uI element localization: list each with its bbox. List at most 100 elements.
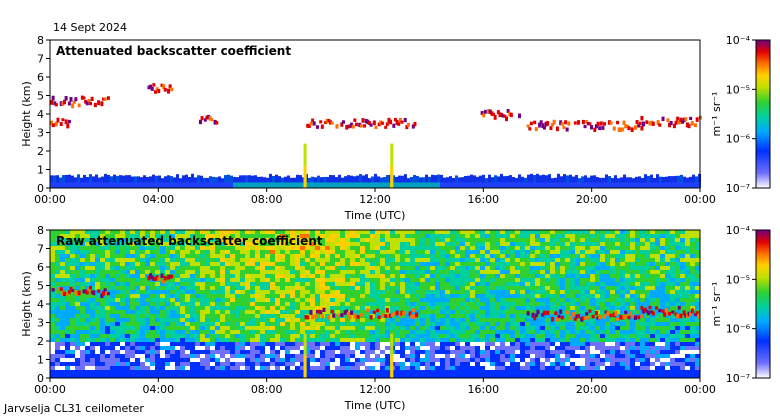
noise-cell: [430, 274, 435, 278]
noise-cell: [135, 262, 140, 266]
noise-cell: [570, 234, 575, 238]
noise-cell: [175, 298, 180, 302]
noise-cell: [430, 282, 435, 286]
noise-cell: [130, 358, 135, 362]
noise-cell: [180, 294, 185, 298]
noise-cell: [260, 278, 265, 282]
noise-cell: [185, 254, 190, 258]
noise-cell: [295, 286, 300, 290]
noise-cell: [225, 354, 230, 358]
noise-cell: [390, 262, 395, 266]
noise-cell: [190, 362, 195, 366]
noise-cell: [120, 294, 125, 298]
noise-cell: [250, 230, 255, 234]
noise-cell: [50, 262, 55, 266]
noise-cell: [240, 322, 245, 326]
noise-cell: [570, 306, 575, 310]
noise-cell: [425, 334, 430, 338]
noise-cell: [330, 266, 335, 270]
noise-cell: [605, 234, 610, 238]
noise-cell: [145, 334, 150, 338]
noise-cell: [350, 314, 355, 318]
cloud-cell: [573, 121, 577, 125]
noise-cell: [330, 290, 335, 294]
noise-cell: [165, 242, 170, 246]
noise-cell: [120, 250, 125, 254]
noise-cell: [240, 258, 245, 262]
noise-cell: [425, 314, 430, 318]
surface-cell: [173, 182, 176, 188]
noise-cell: [165, 322, 170, 326]
noise-cell: [50, 334, 55, 338]
noise-cell: [200, 362, 205, 366]
noise-cell: [380, 310, 385, 314]
noise-cell: [135, 350, 140, 354]
noise-cell: [575, 286, 580, 290]
noise-cell: [95, 318, 100, 322]
noise-cell: [215, 330, 220, 334]
noise-cell: [80, 346, 85, 350]
noise-cell: [450, 350, 455, 354]
noise-cell: [260, 238, 265, 242]
noise-cell: [145, 358, 150, 362]
noise-cell: [230, 282, 235, 286]
surface-cell: [119, 182, 122, 188]
noise-cell: [435, 286, 440, 290]
noise-cell: [185, 262, 190, 266]
boundary-layer-cell: [455, 175, 458, 188]
noise-cell: [360, 250, 365, 254]
noise-cell: [520, 326, 525, 330]
noise-cell: [200, 354, 205, 358]
noise-cell: [265, 346, 270, 350]
noise-cell: [165, 258, 170, 262]
noise-cell: [620, 350, 625, 354]
noise-cell: [540, 366, 545, 370]
noise-cell: [410, 366, 415, 370]
noise-cell: [535, 346, 540, 350]
surface-cell: [299, 182, 302, 188]
noise-cell: [320, 230, 325, 234]
noise-cell: [370, 370, 375, 374]
noise-cell: [205, 354, 210, 358]
cloud-cell: [492, 112, 495, 116]
noise-cell: [495, 330, 500, 334]
noise-cell: [350, 374, 355, 378]
noise-cell: [585, 302, 590, 306]
noise-cell: [450, 258, 455, 262]
boundary-layer-cell: [284, 176, 287, 188]
noise-cell: [360, 334, 365, 338]
noise-cell: [595, 278, 600, 282]
noise-cell: [545, 238, 550, 242]
noise-cell: [545, 338, 550, 342]
noise-cell: [155, 318, 160, 322]
noise-cell: [320, 234, 325, 238]
noise-cell: [235, 350, 240, 354]
cloud-cell: [150, 86, 154, 91]
noise-cell: [150, 322, 155, 326]
noise-cell: [290, 326, 295, 330]
noise-cell: [570, 262, 575, 266]
boundary-layer-cell: [257, 176, 260, 188]
noise-cell: [230, 374, 235, 378]
noise-cell: [200, 278, 205, 282]
noise-cell: [225, 358, 230, 362]
noise-cell: [90, 346, 95, 350]
noise-cell: [400, 294, 405, 298]
noise-cell: [345, 374, 350, 378]
noise-cell: [185, 302, 190, 306]
noise-cell: [220, 374, 225, 378]
noise-cell: [280, 342, 285, 346]
noise-cell: [170, 354, 175, 358]
noise-cell: [265, 290, 270, 294]
noise-cell: [90, 302, 95, 306]
noise-cell: [295, 358, 300, 362]
noise-cell: [390, 254, 395, 258]
noise-cell: [510, 370, 515, 374]
noise-cell: [405, 370, 410, 374]
noise-cell: [275, 362, 280, 366]
cloud-cell: [90, 96, 94, 102]
noise-cell: [285, 346, 290, 350]
noise-cell: [375, 350, 380, 354]
noise-cell: [50, 310, 55, 314]
noise-cell: [110, 238, 115, 242]
